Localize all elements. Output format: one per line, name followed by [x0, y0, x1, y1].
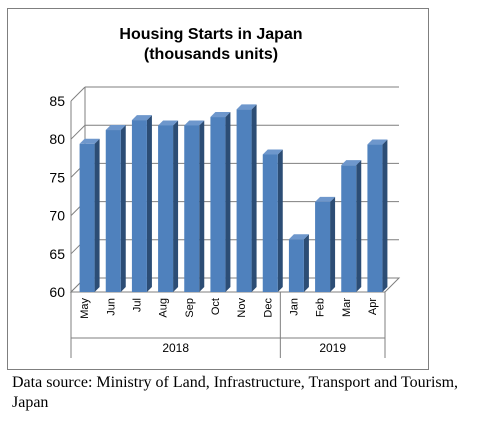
bar-top-Nov: [236, 104, 257, 110]
bar-side-Oct: [225, 112, 231, 292]
bar-Jun: [105, 130, 121, 292]
x-tick-label: Oct: [210, 298, 222, 315]
y-tick-label: 65: [49, 246, 65, 262]
x-tick-label: Apr: [367, 298, 379, 315]
bar-Sep: [184, 125, 200, 292]
bar-top-Dec: [262, 149, 283, 155]
bar-top-Feb: [315, 196, 336, 202]
group-label: 2018: [162, 341, 189, 355]
housing-starts-chart: Housing Starts in Japan (thousands units…: [49, 26, 401, 358]
bar-Jul: [131, 120, 147, 292]
bar-top-Sep: [184, 120, 205, 126]
chart-title-line-1: Housing Starts in Japan: [119, 26, 302, 43]
bar-top-Oct: [210, 112, 231, 118]
bar-side-Sep: [199, 120, 205, 292]
bar-side-Nov: [251, 104, 257, 293]
bar-side-Mar: [356, 160, 362, 292]
bar-Apr: [367, 144, 383, 292]
bar-side-Jul: [146, 115, 152, 292]
x-tick-label: Aug: [158, 298, 170, 318]
bar-Oct: [210, 117, 226, 292]
gridline-depth-80: [70, 124, 86, 140]
bar-Dec: [262, 154, 278, 292]
x-tick-label: Jan: [288, 298, 300, 316]
x-tick-label: Sep: [184, 298, 196, 318]
bar-Feb: [315, 201, 331, 292]
bar-top-Aug: [158, 120, 179, 126]
data-source-note: Data source: Ministry of Land, Infrastru…: [12, 374, 459, 411]
y-tick-label: 60: [49, 284, 65, 300]
x-tick-label: May: [79, 298, 91, 319]
x-tick-label: Jul: [131, 298, 143, 312]
bar-top-Jun: [105, 125, 126, 131]
bar-side-May: [94, 138, 100, 292]
bar-side-Dec: [277, 149, 283, 292]
y-tick-label: 80: [49, 131, 65, 147]
gridline-depth-85: [70, 86, 86, 102]
bar-Jan: [288, 239, 304, 292]
bar-Mar: [341, 165, 357, 292]
x-tick-label: Nov: [236, 298, 248, 318]
group-label: 2019: [319, 341, 346, 355]
bar-top-Jul: [131, 115, 152, 121]
bar-side-Aug: [173, 120, 179, 292]
y-tick-label: 85: [49, 93, 65, 109]
bar-Aug: [158, 125, 174, 292]
chart-title-line-2: (thousands units): [144, 46, 278, 63]
bar-side-Feb: [330, 196, 336, 292]
bar-Nov: [236, 109, 252, 293]
y-tick-label: 75: [49, 169, 65, 185]
x-tick-label: Feb: [315, 298, 327, 317]
x-tick-label: Jun: [105, 298, 117, 316]
bar-side-Jun: [120, 125, 126, 292]
bar-top-Mar: [341, 160, 362, 166]
bar-top-Apr: [367, 139, 388, 145]
y-tick-label: 70: [49, 208, 65, 224]
bar-side-Jan: [303, 234, 309, 292]
x-tick-label: Mar: [341, 298, 353, 317]
bar-May: [79, 143, 95, 292]
bar-top-Jan: [288, 234, 309, 240]
chart-frame: Housing Starts in Japan (thousands units…: [7, 8, 429, 370]
x-tick-label: Dec: [262, 298, 274, 318]
bar-side-Apr: [382, 139, 388, 292]
bar-top-May: [79, 138, 100, 144]
